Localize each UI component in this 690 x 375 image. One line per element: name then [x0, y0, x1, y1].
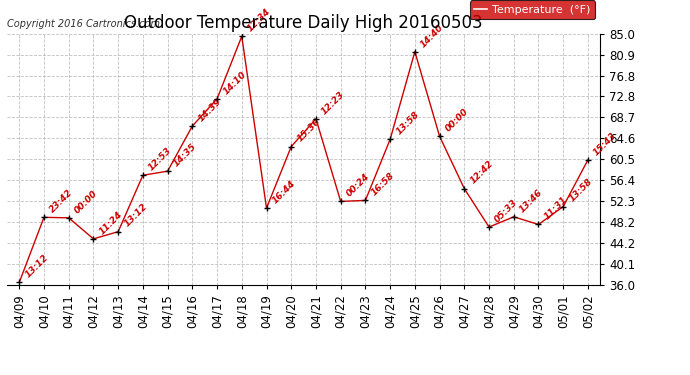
Text: 12:42: 12:42: [469, 159, 495, 186]
Text: 13:12: 13:12: [23, 253, 50, 280]
Text: 14:35: 14:35: [172, 142, 199, 168]
Text: 15:36: 15:36: [295, 117, 322, 144]
Text: 12:23: 12:23: [320, 90, 347, 116]
Text: 15:43: 15:43: [592, 130, 619, 157]
Text: 16:58: 16:58: [370, 171, 396, 198]
Text: 13:58: 13:58: [567, 177, 594, 204]
Text: 00:24: 00:24: [345, 172, 371, 199]
Text: 05:33: 05:33: [493, 198, 520, 224]
Text: 14:40: 14:40: [419, 22, 446, 49]
Text: 14:10: 14:10: [221, 69, 248, 96]
Text: 12:34: 12:34: [246, 7, 273, 33]
Text: 11:31: 11:31: [542, 195, 569, 222]
Text: Copyright 2016 Cartronics.com: Copyright 2016 Cartronics.com: [7, 19, 160, 29]
Text: 00:00: 00:00: [444, 107, 471, 134]
Text: 13:46: 13:46: [518, 188, 544, 214]
Legend: Temperature  (°F): Temperature (°F): [470, 0, 595, 19]
Text: 00:00: 00:00: [73, 189, 99, 215]
Text: 13:58: 13:58: [394, 110, 421, 136]
Text: 16:44: 16:44: [270, 179, 297, 205]
Text: 14:39: 14:39: [197, 97, 223, 123]
Title: Outdoor Temperature Daily High 20160503: Outdoor Temperature Daily High 20160503: [124, 14, 483, 32]
Text: 13:12: 13:12: [122, 202, 149, 229]
Text: 23:42: 23:42: [48, 188, 75, 214]
Text: 12:53: 12:53: [147, 146, 174, 172]
Text: 11:24: 11:24: [97, 210, 124, 236]
